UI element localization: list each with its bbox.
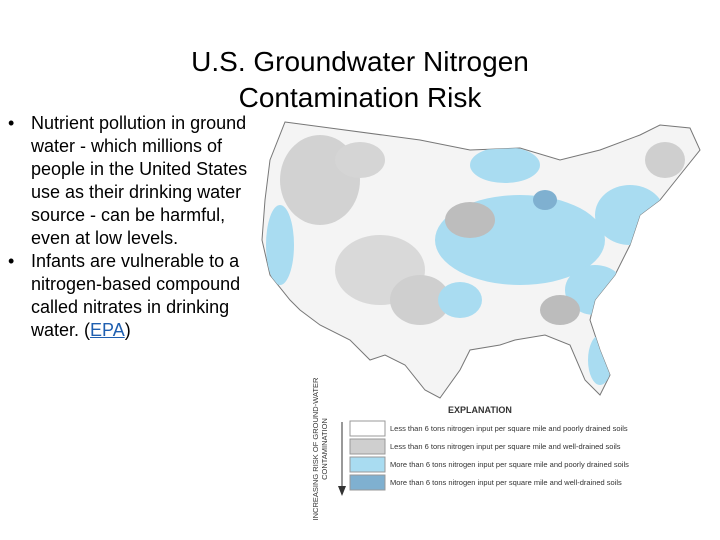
- region-gray: [390, 275, 450, 325]
- swatch: [349, 456, 386, 473]
- legend-label: More than 6 tons nitrogen input per squa…: [390, 460, 629, 469]
- legend-swatches: [338, 420, 386, 496]
- swatch: [349, 420, 386, 437]
- region-gray: [445, 202, 495, 238]
- risk-arrow-head: [338, 486, 346, 496]
- legend-label: More than 6 tons nitrogen input per squa…: [390, 478, 622, 487]
- legend-axis-label: INCREASING RISK OF GROUND-WATER CONTAMIN…: [311, 377, 329, 521]
- bullet-text: Infants are vulnerable to a nitrogen-bas…: [31, 251, 241, 340]
- slide-title: U.S. Groundwater Nitrogen Contamination …: [191, 46, 529, 113]
- bullet: Infants are vulnerable to a nitrogen-bas…: [6, 250, 256, 342]
- bullet: Nutrient pollution in ground water - whi…: [6, 112, 256, 250]
- region-blue: [595, 185, 665, 245]
- bullet-list: Nutrient pollution in ground water - whi…: [6, 112, 256, 342]
- region-blue: [470, 147, 540, 183]
- region-darkblue: [533, 190, 557, 210]
- region-gray: [335, 142, 385, 178]
- swatch: [349, 438, 386, 455]
- region-gray: [540, 295, 580, 325]
- us-map: [261, 121, 701, 399]
- swatch: [349, 474, 386, 491]
- region-gray: [645, 142, 685, 178]
- region-blue: [588, 335, 612, 385]
- legend-label: Less than 6 tons nitrogen input per squa…: [390, 424, 628, 433]
- legend-label: Less than 6 tons nitrogen input per squa…: [390, 442, 621, 451]
- region-blue: [438, 282, 482, 318]
- region-blue: [266, 205, 294, 285]
- legend-title: EXPLANATION: [448, 405, 512, 415]
- source-link[interactable]: EPA: [90, 320, 125, 340]
- bullet-text: ): [124, 320, 131, 340]
